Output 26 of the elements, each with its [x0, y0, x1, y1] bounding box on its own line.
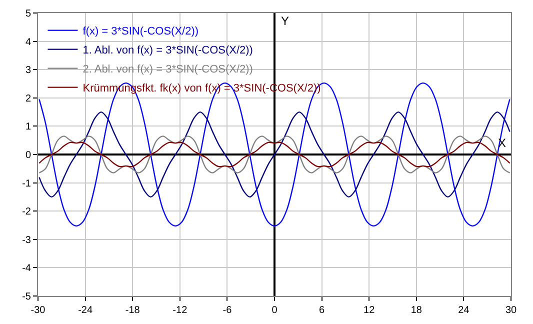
y-tick-label: -5: [22, 292, 32, 302]
x-tick-label: 12: [364, 305, 376, 316]
legend-label: 2. Abl. von f(x) = 3*SIN(-COS(X/2)): [82, 64, 253, 76]
x-tick-label: 24: [458, 305, 470, 316]
legend-label: 1. Abl. von f(x) = 3*SIN(-COS(X/2)): [82, 44, 253, 57]
y-tick-label: 4: [25, 36, 32, 48]
x-tick-label: -12: [172, 305, 188, 316]
y-tick-label: 0: [25, 150, 32, 161]
y-axis-title: Y: [281, 14, 290, 28]
x-tick-label: 0: [272, 305, 278, 316]
x-tick-label: -18: [125, 305, 140, 316]
x-tick-label: -30: [30, 305, 46, 316]
x-tick-label: 30: [505, 305, 517, 316]
y-tick-label: 1: [25, 122, 32, 133]
y-tick-label: 3: [25, 65, 32, 76]
legend-label: f(x) = 3*SIN(-COS(X/2)): [82, 26, 199, 38]
y-tick-label: 2: [25, 93, 32, 104]
y-tick-label: -3: [22, 234, 32, 246]
y-tick-label: -4: [22, 263, 32, 274]
y-tick-label: -1: [22, 178, 32, 190]
y-tick-label: 5: [25, 8, 32, 20]
x-tick-label: 6: [319, 305, 326, 316]
x-tick-label: 18: [410, 305, 422, 316]
y-tick-label: -2: [22, 206, 32, 218]
x-tick-label: -6: [222, 305, 232, 316]
x-tick-label: -24: [78, 305, 93, 316]
